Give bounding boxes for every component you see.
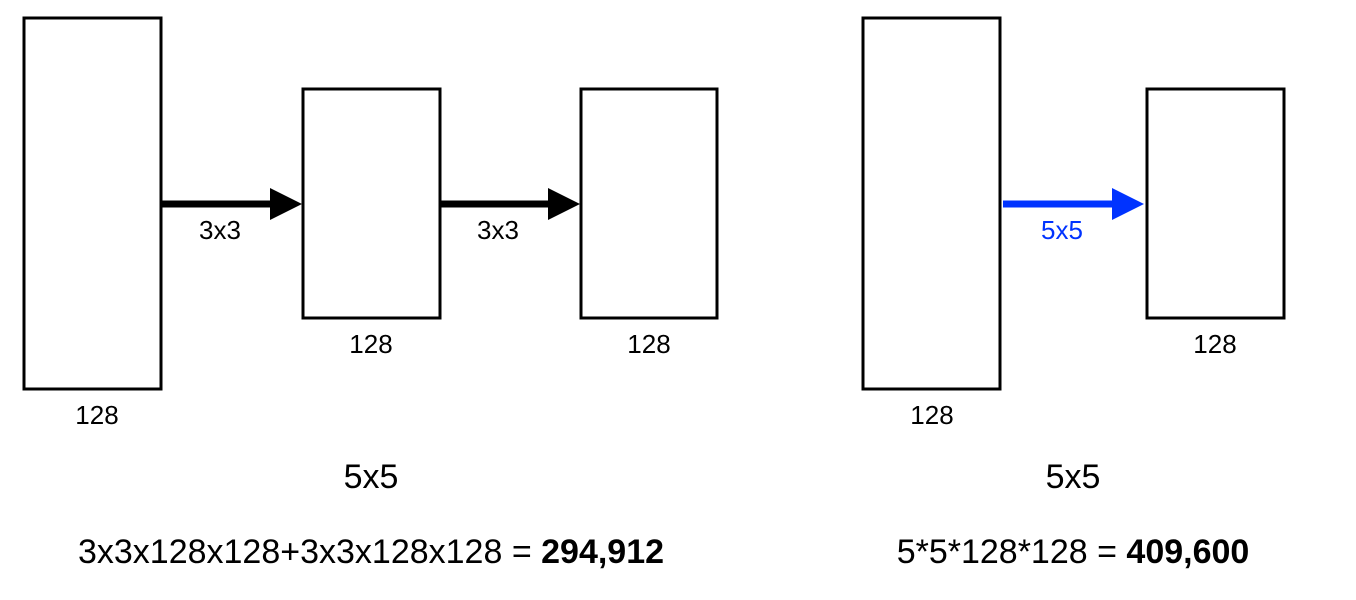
left-stacked-3x3-diagram: 128 3x3 128 3x3 128 5x5 3x3x128x128+3x3x… — [22, 16, 719, 571]
left-mid-channels-label: 128 — [349, 329, 392, 359]
left-conv1-kernel-label: 3x3 — [199, 215, 241, 245]
right-input-channels-label: 128 — [910, 400, 953, 430]
right-input-layer — [861, 16, 1002, 391]
right-formula-expression: 5*5*128*128 = — [897, 533, 1127, 571]
right-single-5x5-diagram: 128 5x5 128 5x5 5*5*128*128 = 409,600 — [861, 16, 1286, 571]
left-param-formula: 3x3x128x128+3x3x128x128 = 294,912 — [78, 533, 664, 571]
right-conv-arrow — [1003, 188, 1144, 220]
left-mid-layer — [301, 87, 442, 320]
left-receptive-field-label: 5x5 — [344, 458, 399, 496]
right-output-layer — [1145, 87, 1286, 320]
left-input-channels-label: 128 — [75, 400, 118, 430]
right-receptive-field-label: 5x5 — [1046, 458, 1101, 496]
right-param-formula: 5*5*128*128 = 409,600 — [897, 533, 1250, 571]
left-output-layer — [579, 87, 719, 320]
left-input-layer — [22, 16, 163, 391]
right-formula-result: 409,600 — [1126, 533, 1249, 571]
left-conv1-arrow — [161, 188, 302, 220]
left-conv2-kernel-label: 3x3 — [477, 215, 519, 245]
left-output-channels-label: 128 — [627, 329, 670, 359]
right-conv-kernel-label: 5x5 — [1041, 215, 1083, 245]
right-output-channels-label: 128 — [1193, 329, 1236, 359]
left-formula-result: 294,912 — [541, 533, 664, 571]
left-conv2-arrow — [440, 188, 580, 220]
left-formula-expression: 3x3x128x128+3x3x128x128 = — [78, 533, 541, 571]
